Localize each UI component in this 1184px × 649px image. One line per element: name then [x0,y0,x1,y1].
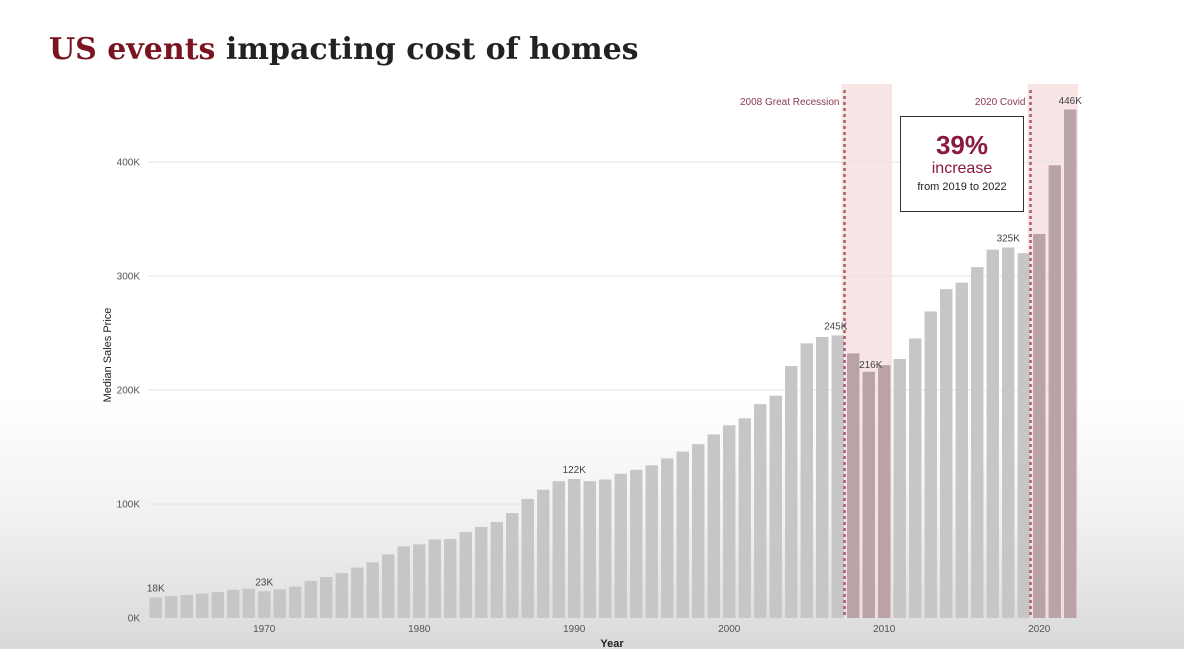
bar [521,498,534,618]
bar [599,479,612,618]
bar [785,366,798,618]
bar [645,465,658,618]
bar [459,532,472,618]
bar [800,343,813,618]
bar [506,513,519,618]
x-tick-label: 2010 [873,624,896,635]
data-label: 446K [1059,96,1083,107]
bar [537,489,550,618]
bar [816,336,829,618]
bar [661,458,674,618]
bar [1017,253,1030,618]
y-tick-label: 300K [117,272,141,283]
bar [893,358,906,618]
y-axis-title: Median Sales Price [102,308,114,403]
bar [862,371,875,618]
bar [1064,109,1077,618]
bar [196,593,209,618]
bar [552,481,565,618]
bar [149,597,162,618]
bar [955,282,968,618]
bar [335,573,348,618]
bar [676,451,689,618]
bar [878,365,891,618]
bar [986,249,999,618]
event-label: 2008 Great Recession [740,97,840,108]
bar [1002,247,1015,618]
x-tick-label: 1970 [253,624,276,635]
bar [723,425,736,618]
bar [924,311,937,618]
callout-detail: from 2019 to 2022 [917,181,1007,193]
bar [165,595,178,618]
bar [475,526,488,618]
bar [397,546,410,618]
x-tick-label: 2020 [1028,624,1051,635]
bar [366,562,379,618]
chart-title: US events impacting cost of homes [49,32,639,67]
data-label: 23K [255,577,273,588]
bar [971,267,984,618]
bar [738,418,751,618]
bar [940,289,953,618]
bar [692,444,705,618]
event-label: 2020 Covid [975,97,1026,108]
x-tick-label: 1990 [563,624,586,635]
callout-percent: 39% [935,130,989,160]
bar [320,577,333,618]
y-tick-label: 400K [117,158,141,169]
data-label: 325K [997,234,1021,245]
bar [909,338,922,618]
y-tick-label: 100K [117,500,141,511]
data-label: 245K [824,321,848,332]
data-label: 18K [147,583,165,594]
data-label: 122K [563,465,587,476]
bar [289,586,302,618]
bar [831,335,844,618]
bar [242,588,255,618]
data-label: 216K [859,360,883,371]
bar [568,478,581,618]
bar [707,434,720,618]
bar [847,353,860,618]
y-tick-label: 200K [117,386,141,397]
bar [351,567,364,618]
bar [413,544,426,618]
bar [304,580,317,618]
chart-title-rest: impacting cost of homes [215,32,639,67]
bar [382,554,395,618]
bar [630,469,643,618]
bar [211,592,224,618]
bar [428,539,441,618]
bar [769,395,782,618]
bar [273,589,286,618]
chart-title-accent: US events [49,32,216,67]
bar [754,404,767,618]
increase-callout: 39% increase from 2019 to 2022 [900,116,1024,212]
bar [1048,165,1061,618]
callout-word: increase [931,160,993,177]
x-tick-label: 1980 [408,624,431,635]
bar [490,521,503,618]
bar [180,594,193,618]
bar [227,589,240,618]
bar [614,473,627,618]
bar [1033,233,1046,618]
x-axis-title: Year [600,638,624,649]
bar [258,591,271,618]
bar [444,538,457,618]
x-tick-label: 2000 [718,624,741,635]
y-tick-label: 0K [128,614,141,625]
bar [583,481,596,618]
